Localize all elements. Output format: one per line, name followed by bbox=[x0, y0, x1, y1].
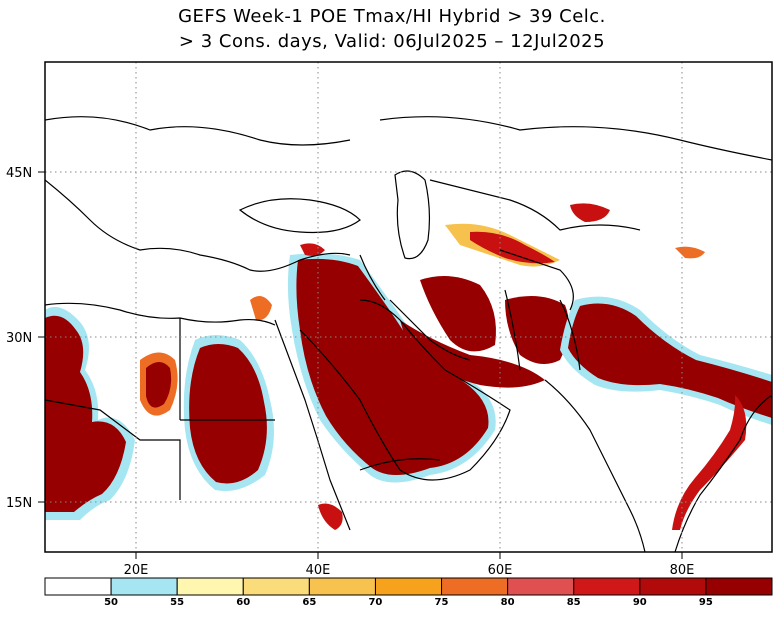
colorbar-swatch bbox=[110, 577, 178, 596]
colorbar-tick-label: 90 bbox=[632, 597, 647, 608]
region-tajik bbox=[570, 203, 610, 222]
map-frame bbox=[44, 61, 773, 553]
colorbar bbox=[44, 577, 773, 596]
colorbar-tick-label: 85 bbox=[566, 597, 581, 608]
coastline-black-sea bbox=[238, 198, 361, 234]
region-pakistan bbox=[505, 296, 569, 364]
border-sahel bbox=[45, 399, 181, 500]
colorbar-swatch bbox=[441, 577, 509, 596]
colorbar-tick-label: 80 bbox=[500, 597, 515, 608]
coastline-arabia bbox=[299, 299, 511, 481]
colorbar-tick-label: 70 bbox=[368, 597, 383, 608]
border-iran-iraq bbox=[359, 254, 386, 301]
colorbar-tick-label: 55 bbox=[170, 597, 185, 608]
region-west-africa-core bbox=[45, 315, 126, 512]
colorbar-tick-label: 95 bbox=[698, 597, 713, 608]
border-saudi-yemen bbox=[359, 458, 441, 471]
region-india-east-coast bbox=[672, 395, 747, 530]
lat-label-30n: 30N bbox=[6, 331, 32, 346]
coastline-caspian bbox=[394, 170, 431, 260]
region-libya-core bbox=[146, 362, 172, 408]
coastline-india-east bbox=[674, 394, 772, 552]
coastline-red-sea bbox=[274, 319, 351, 531]
region-arabia-core bbox=[296, 258, 489, 475]
colorbar-swatch bbox=[176, 577, 244, 596]
colorbar-swatch bbox=[639, 577, 707, 596]
lon-label-80e: 80E bbox=[670, 563, 695, 578]
lon-label-40e: 40E bbox=[306, 563, 331, 578]
region-iran bbox=[420, 276, 496, 352]
coastline-mediterranean-north bbox=[45, 179, 351, 272]
region-turkey-east bbox=[300, 243, 325, 256]
map-title-line-2: > 3 Cons. days, Valid: 06Jul2025 – 12Jul… bbox=[178, 31, 606, 52]
colorbar-swatch bbox=[507, 577, 575, 596]
colorbar-swatch bbox=[374, 577, 443, 596]
colorbar-swatch bbox=[705, 577, 773, 596]
region-yemen-coast bbox=[318, 503, 343, 530]
colorbar-tick-label: 60 bbox=[236, 597, 251, 608]
colorbar-tick-label: 65 bbox=[302, 597, 317, 608]
lat-label-15n: 15N bbox=[6, 496, 32, 511]
map-title-line-1: GEFS Week-1 POE Tmax/HI Hybrid > 39 Celc… bbox=[178, 6, 606, 27]
colorbar-swatch bbox=[308, 577, 376, 596]
border-iran-pakistan bbox=[504, 289, 521, 371]
region-levant bbox=[250, 296, 272, 321]
colorbar-swatch bbox=[573, 577, 641, 596]
lon-label-20e: 20E bbox=[124, 563, 149, 578]
axis-ticks bbox=[38, 171, 683, 559]
colorbar-swatch bbox=[242, 577, 310, 596]
colorbar-swatch bbox=[44, 577, 112, 596]
border-europe bbox=[45, 116, 351, 146]
lat-lon-grid bbox=[45, 62, 772, 552]
border-afghan bbox=[499, 249, 574, 311]
coastline-persian-gulf bbox=[389, 299, 471, 361]
lon-label-60e: 60E bbox=[488, 563, 513, 578]
border-pakistan-india bbox=[559, 299, 581, 371]
lat-label-45n: 45N bbox=[6, 166, 32, 181]
coastlines-and-borders bbox=[45, 116, 772, 552]
region-india-north-core bbox=[568, 303, 772, 418]
region-xinjiang bbox=[675, 246, 705, 259]
region-sudan-core bbox=[189, 344, 267, 484]
region-central-asia-core bbox=[470, 231, 555, 264]
region-south-iran bbox=[400, 320, 545, 388]
heat-probability-shading bbox=[45, 203, 772, 530]
border-russia-kazakh bbox=[379, 116, 772, 161]
colorbar-tick-label: 50 bbox=[104, 597, 118, 608]
colorbar-tick-label: 75 bbox=[434, 597, 449, 608]
border-central-asia bbox=[429, 179, 641, 231]
coastline-india-west bbox=[544, 379, 646, 552]
